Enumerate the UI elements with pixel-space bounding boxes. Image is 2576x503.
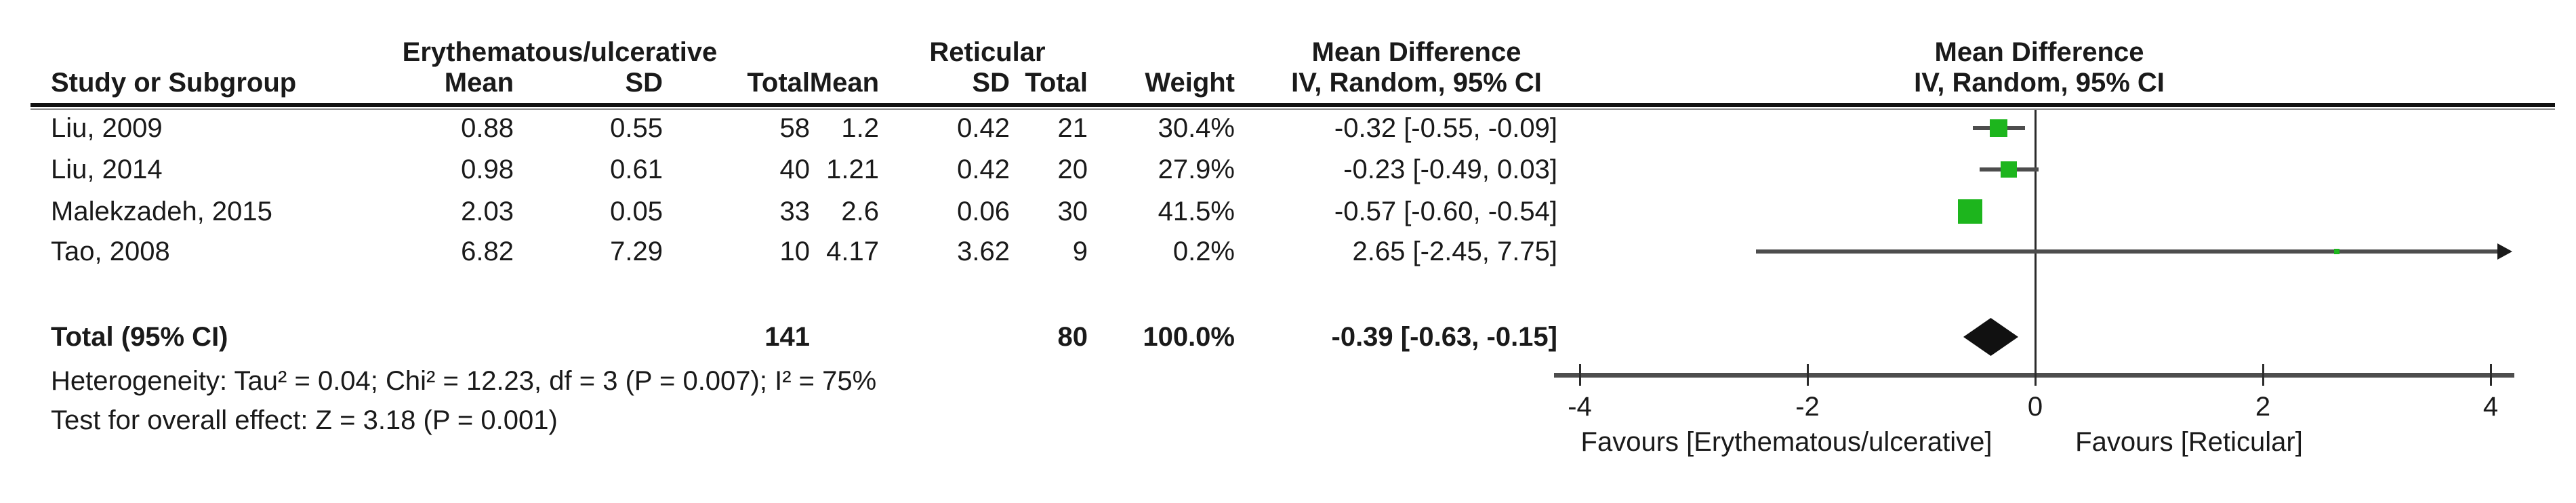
weight-value: 0.2% (1172, 237, 1235, 266)
group2-sd: 0.06 (957, 197, 1010, 226)
group2-total: 21 (1057, 113, 1088, 143)
ci-text: -0.57 [-0.60, -0.54] (1334, 197, 1557, 226)
col-header-sd1: SD (625, 68, 663, 98)
study-row: Liu, 2009 0.88 0.55 58 1.2 0.42 21 30.4%… (0, 112, 1627, 144)
total-ci-text: -0.39 [-0.63, -0.15] (1331, 322, 1558, 352)
group2-sd: 0.42 (957, 113, 1010, 143)
effect-square (1990, 119, 2007, 137)
study-row: Tao, 2008 6.82 7.29 10 4.17 3.62 9 0.2% … (0, 235, 1627, 268)
group1-total: 33 (779, 197, 811, 226)
favours-right-label: Favours [Reticular] (2075, 427, 2303, 457)
col-header-weight: Weight (1145, 68, 1235, 98)
total-n-group2: 80 (1057, 322, 1088, 352)
col-header-ci-right: IV, Random, 95% CI (1914, 68, 2165, 98)
study-label: Malekzadeh, 2015 (51, 197, 272, 226)
total-n-group1: 141 (764, 322, 810, 352)
col-header-mean2: Mean (809, 68, 879, 98)
tick-mark (1579, 364, 1581, 386)
group1-mean: 0.88 (461, 113, 514, 143)
study-label: Liu, 2009 (51, 113, 163, 143)
ci-text: 2.65 [-2.45, 7.75] (1352, 237, 1557, 266)
effect-square (2334, 249, 2339, 254)
group1-mean: 0.98 (461, 155, 514, 184)
group2-header: Reticular (929, 37, 1046, 67)
group1-total: 40 (779, 155, 811, 184)
effect-square (2001, 161, 2017, 178)
tick-mark (1807, 364, 1809, 386)
tick-label: -2 (1795, 392, 1820, 422)
ci-text: -0.23 [-0.49, 0.03] (1343, 155, 1557, 184)
col-header-total1: Total (747, 68, 810, 98)
study-row: Malekzadeh, 2015 2.03 0.05 33 2.6 0.06 3… (0, 195, 1627, 228)
ci-arrow-icon (2497, 243, 2512, 260)
group2-total: 9 (1072, 237, 1088, 266)
tick-label: 4 (2482, 392, 2499, 422)
total-weight: 100.0% (1143, 322, 1235, 352)
tick-mark (2035, 364, 2037, 386)
header-rule-shadow (30, 108, 2555, 110)
zero-line (2035, 110, 2037, 378)
study-row: Liu, 2014 0.98 0.61 40 1.21 0.42 20 27.9… (0, 153, 1627, 186)
col-header-mean1: Mean (444, 68, 514, 98)
group1-mean: 2.03 (461, 197, 514, 226)
group2-mean: 1.21 (826, 155, 879, 184)
tick-mark (2490, 364, 2492, 386)
x-axis-line (1554, 373, 2514, 378)
group1-sd: 0.05 (610, 197, 663, 226)
total-row: Total (95% CI) 141 80 100.0% -0.39 [-0.6… (0, 321, 1627, 353)
group2-sd: 3.62 (957, 237, 1010, 266)
col-header-study: Study or Subgroup (51, 68, 297, 98)
tick-label: -4 (1568, 392, 1592, 422)
group2-total: 20 (1057, 155, 1088, 184)
group1-sd: 7.29 (610, 237, 663, 266)
group1-sd: 0.55 (610, 113, 663, 143)
overall-effect-text: Test for overall effect: Z = 3.18 (P = 0… (51, 405, 558, 435)
favours-left-label: Favours [Erythematous/ulcerative] (1580, 427, 1992, 457)
group1-mean: 6.82 (461, 237, 514, 266)
diamond-marker (1963, 318, 2018, 356)
header-rule (30, 103, 2555, 107)
group1-sd: 0.61 (610, 155, 663, 184)
group1-header: Erythematous/ulcerative (402, 37, 718, 67)
ci-text: -0.32 [-0.55, -0.09] (1334, 113, 1557, 143)
study-label: Tao, 2008 (51, 237, 170, 266)
tick-mark (2262, 364, 2264, 386)
weight-value: 30.4% (1158, 113, 1235, 143)
tick-label: 2 (2255, 392, 2271, 422)
ci-line (1756, 249, 2498, 254)
study-label: Liu, 2014 (51, 155, 163, 184)
group2-mean: 1.2 (841, 113, 879, 143)
total-label: Total (95% CI) (51, 322, 228, 352)
weight-value: 41.5% (1158, 197, 1235, 226)
group2-mean: 2.6 (841, 197, 879, 226)
col-header-total2: Total (1025, 68, 1088, 98)
effect-title-right: Mean Difference (1934, 37, 2144, 67)
group1-total: 58 (779, 113, 811, 143)
tick-label: 0 (2027, 392, 2043, 422)
group2-mean: 4.17 (826, 237, 879, 266)
col-header-ci-left: IV, Random, 95% CI (1291, 68, 1542, 98)
group2-sd: 0.42 (957, 155, 1010, 184)
heterogeneity-text: Heterogeneity: Tau² = 0.04; Chi² = 12.23… (51, 366, 877, 396)
effect-square (1958, 199, 1982, 224)
group2-total: 30 (1057, 197, 1088, 226)
effect-title-left: Mean Difference (1311, 37, 1521, 67)
weight-value: 27.9% (1158, 155, 1235, 184)
group1-total: 10 (779, 237, 811, 266)
col-header-sd2: SD (972, 68, 1010, 98)
